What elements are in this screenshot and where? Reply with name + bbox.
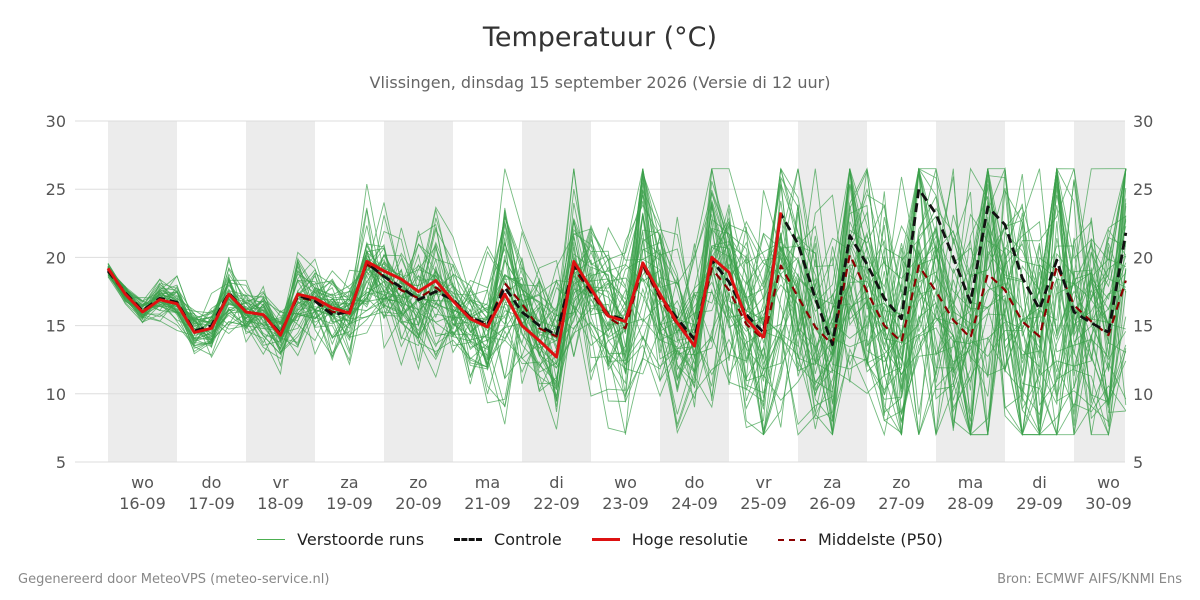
y-tick-right: 25 (1133, 180, 1153, 199)
y-tick-left: 10 (46, 385, 66, 404)
x-tick-date: 30-09 (1085, 494, 1132, 513)
y-tick-left: 20 (46, 248, 66, 267)
x-tick-day: zo (409, 473, 427, 492)
x-tick-date: 24-09 (671, 494, 718, 513)
legend: Verstoorde runs Controle Hoge resolutie … (0, 530, 1200, 549)
legend-swatch-ensemble (257, 539, 286, 540)
x-tick-date: 23-09 (602, 494, 649, 513)
x-tick-day: ma (475, 473, 500, 492)
footer-source: Bron: ECMWF AIFS/KNMI Ens (997, 572, 1182, 587)
x-tick-day: di (1032, 473, 1047, 492)
x-tick-day: wo (1097, 473, 1120, 492)
x-tick-day: za (823, 473, 841, 492)
ensemble-run (107, 167, 1127, 396)
x-tick-date: 29-09 (1016, 494, 1063, 513)
legend-label: Hoge resolutie (631, 530, 748, 549)
ensemble-run (107, 168, 1127, 436)
axes: wo 16-09 do 17-09 vr 18-09 za 19-09 zo 20-09 ma 21-… (46, 112, 1154, 513)
x-tick-date: 16-09 (119, 494, 166, 513)
x-tick-date: 28-09 (947, 494, 994, 513)
x-tick-day: wo (131, 473, 154, 492)
y-tick-right: 20 (1133, 248, 1153, 267)
y-tick-right: 5 (1133, 453, 1143, 472)
x-tick-day: zo (892, 473, 910, 492)
ensemble-run (107, 168, 1127, 435)
x-tick-day: vr (755, 473, 771, 492)
x-tick-date: 22-09 (533, 494, 580, 513)
hires-line (762, 212, 783, 339)
y-tick-right: 10 (1133, 385, 1153, 404)
x-tick-day: di (549, 473, 564, 492)
legend-item-controle[interactable]: Controle (454, 530, 562, 549)
main-series (106, 187, 1128, 359)
control-line (1107, 232, 1128, 333)
footer-generated-by: Gegenereerd door MeteoVPS (meteo-service… (18, 572, 330, 587)
x-tick-date: 27-09 (878, 494, 925, 513)
y-tick-right: 30 (1133, 112, 1153, 131)
y-tick-left: 30 (46, 112, 66, 131)
legend-item-hoge-resolutie[interactable]: Hoge resolutie (591, 530, 748, 549)
legend-swatch-hoge-resolutie (591, 538, 620, 541)
x-tick-date: 19-09 (326, 494, 373, 513)
y-tick-left: 15 (46, 317, 66, 336)
legend-label: Middelste (P50) (817, 530, 943, 549)
ensemble-run (107, 167, 1127, 435)
legend-item-verstoorde-runs[interactable]: Verstoorde runs (257, 530, 424, 549)
x-tick-date: 20-09 (395, 494, 442, 513)
x-tick-day: wo (614, 473, 637, 492)
chart-subtitle: Vlissingen, dinsdag 15 september 2026 (V… (369, 73, 831, 92)
ensemble-run (107, 189, 1127, 437)
y-tick-right: 15 (1133, 317, 1153, 336)
legend-item-middelste[interactable]: Middelste (P50) (777, 530, 943, 549)
x-tick-day: do (202, 473, 222, 492)
x-tick-day: do (685, 473, 705, 492)
x-tick-date: 21-09 (464, 494, 511, 513)
y-tick-left: 25 (46, 180, 66, 199)
x-tick-date: 25-09 (740, 494, 787, 513)
x-tick-day: vr (272, 473, 288, 492)
x-tick-day: za (340, 473, 358, 492)
ensemble-run (107, 168, 1126, 436)
x-tick-day: ma (958, 473, 983, 492)
x-tick-date: 18-09 (257, 494, 304, 513)
legend-swatch-middelste (777, 538, 806, 541)
legend-label: Verstoorde runs (297, 530, 425, 549)
x-tick-date: 26-09 (809, 494, 856, 513)
hires-line (106, 255, 765, 359)
chart-title: Temperatuur (°C) (482, 22, 718, 53)
legend-label: Controle (494, 530, 562, 549)
x-tick-date: 17-09 (188, 494, 235, 513)
legend-swatch-controle (454, 538, 483, 541)
y-tick-left: 5 (56, 453, 66, 472)
